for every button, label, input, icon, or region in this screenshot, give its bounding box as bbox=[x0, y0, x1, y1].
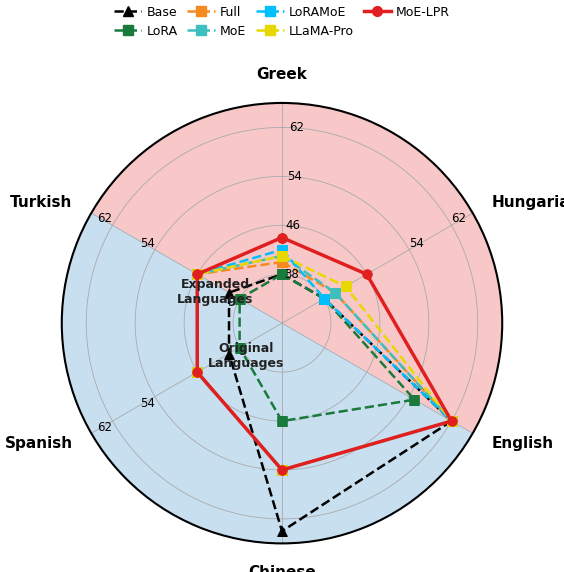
Text: 62: 62 bbox=[452, 212, 466, 225]
Text: 62: 62 bbox=[289, 121, 304, 134]
Text: 62: 62 bbox=[98, 212, 112, 225]
Text: Chinese: Chinese bbox=[248, 565, 316, 572]
Text: English: English bbox=[491, 436, 553, 451]
Text: Hungarian: Hungarian bbox=[491, 195, 564, 210]
Text: 54: 54 bbox=[409, 237, 424, 250]
Text: 62: 62 bbox=[98, 421, 112, 434]
Text: 54: 54 bbox=[140, 237, 155, 250]
Text: 38: 38 bbox=[284, 268, 298, 281]
Text: Turkish: Turkish bbox=[10, 195, 73, 210]
Text: 54: 54 bbox=[287, 170, 302, 183]
Text: Spanish: Spanish bbox=[5, 436, 73, 451]
Text: Original
Languages: Original Languages bbox=[208, 342, 284, 370]
Text: Expanded
Languages: Expanded Languages bbox=[177, 278, 254, 306]
Text: 46: 46 bbox=[285, 219, 301, 232]
Legend: Base, LoRA, Full, MoE, LoRAMoE, LLaMA-Pro, MoE-LPR: Base, LoRA, Full, MoE, LoRAMoE, LLaMA-Pr… bbox=[109, 1, 455, 43]
Text: 54: 54 bbox=[140, 396, 155, 410]
Text: Greek: Greek bbox=[257, 66, 307, 82]
